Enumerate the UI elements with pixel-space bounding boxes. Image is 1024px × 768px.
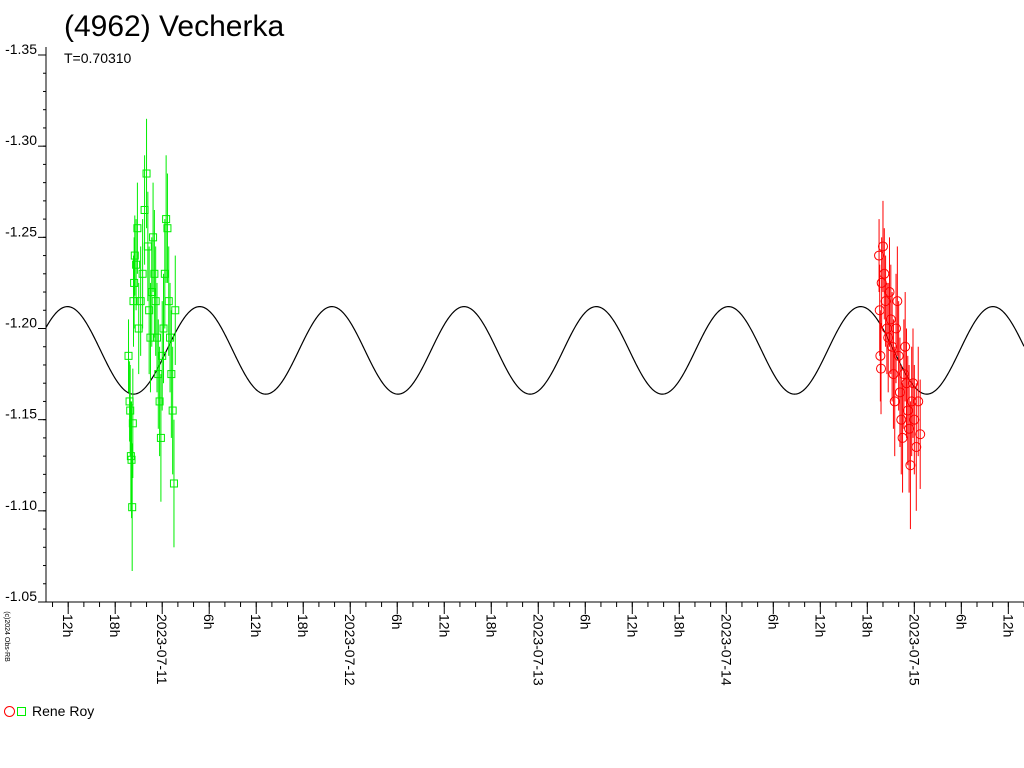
data-point-square	[151, 297, 160, 306]
data-point-square	[132, 260, 141, 269]
x-tick-label: 18h	[483, 614, 499, 637]
x-tick-label: 6h	[765, 614, 781, 630]
data-point-circle	[896, 414, 907, 425]
data-point-square	[156, 433, 165, 442]
data-point-circle	[891, 323, 902, 334]
x-tick-label: 18h	[859, 614, 875, 637]
data-point-square	[171, 306, 180, 315]
data-point-square	[150, 269, 159, 278]
x-tick-label: 12h	[624, 614, 640, 637]
data-point-circle	[876, 277, 887, 288]
x-tick-label: 12h	[248, 614, 264, 637]
data-points	[124, 118, 926, 572]
data-point-square	[164, 297, 173, 306]
data-point-circle	[892, 296, 903, 307]
x-tick-label: 18h	[295, 614, 311, 637]
data-point-circle	[897, 432, 908, 443]
data-point-square	[166, 333, 175, 342]
chart-title: (4962) Vecherka	[64, 10, 285, 43]
x-tick-label: 18h	[671, 614, 687, 637]
data-point-square	[126, 406, 135, 415]
data-point-circle	[900, 341, 911, 352]
data-point-circle	[904, 423, 915, 434]
x-tick-label: 2023-07-15	[906, 614, 922, 686]
y-tick-label: -1.05	[5, 588, 37, 604]
data-point-circle	[883, 332, 894, 343]
x-tick-label: 12h	[1000, 614, 1016, 637]
data-point-circle	[894, 387, 905, 398]
x-tick-label: 6h	[953, 614, 969, 630]
data-point-square	[128, 419, 137, 428]
model-curve-line	[45, 306, 1024, 395]
x-tick-label: 2023-07-12	[342, 614, 358, 686]
credit-text: (c)2024 Obs-RB	[2, 611, 10, 662]
x-tick-label: 6h	[201, 614, 217, 630]
data-point-circle	[884, 287, 895, 298]
data-point-square	[155, 397, 164, 406]
data-point-square	[138, 269, 147, 278]
data-point-square	[169, 479, 178, 488]
data-point-square	[130, 278, 139, 287]
data-point-square	[167, 370, 176, 379]
data-point-square	[163, 224, 172, 233]
data-point-circle	[887, 341, 898, 352]
x-tick-label: 12h	[60, 614, 76, 637]
data-point-circle	[877, 241, 888, 252]
legend-label: Rene Roy	[32, 703, 95, 719]
x-tick-label: 2023-07-11	[154, 614, 170, 685]
data-point-square	[149, 233, 158, 242]
data-point-square	[124, 351, 133, 360]
data-point-circle	[905, 460, 916, 471]
x-tick-label: 2023-07-13	[530, 614, 546, 686]
circle-marker-icon	[4, 705, 15, 717]
data-point-circle	[898, 369, 909, 380]
data-point-circle	[908, 378, 919, 389]
data-point-circle	[909, 414, 920, 425]
data-point-circle	[902, 405, 913, 416]
x-tick-label: 12h	[812, 614, 828, 637]
x-tick-label: 6h	[577, 614, 593, 630]
data-point-circle	[885, 314, 896, 325]
chart-subtitle: T=0.70310	[64, 50, 132, 66]
y-tick-label: -1.30	[5, 132, 37, 148]
data-point-circle	[911, 442, 922, 453]
x-tick-label: 2023-07-14	[718, 614, 734, 686]
data-point-circle	[874, 250, 885, 261]
x-tick-label: 12h	[436, 614, 452, 637]
y-tick-label: -1.15	[5, 406, 37, 422]
data-point-square	[168, 406, 177, 415]
data-point-square	[142, 169, 151, 178]
x-tick-label: 18h	[107, 614, 123, 637]
y-tick-label: -1.10	[5, 497, 37, 513]
data-point-square	[158, 351, 167, 360]
data-point-circle	[893, 350, 904, 361]
data-point-circle	[901, 378, 912, 389]
axes: -1.35 -1.30 -1.25 -1.20 -1.15 -1.10 -1.05 12h 18…	[5, 41, 1024, 686]
data-point-circle	[879, 268, 890, 279]
square-marker-icon	[17, 706, 26, 716]
data-point-square	[159, 324, 168, 333]
data-point-circle	[875, 350, 886, 361]
data-point-circle	[915, 429, 926, 440]
data-point-square	[145, 306, 154, 315]
data-point-circle	[880, 296, 891, 307]
data-point-square	[152, 333, 161, 342]
y-tick-label: -1.25	[5, 223, 37, 239]
data-point-square	[133, 224, 142, 233]
data-point-square	[127, 455, 136, 464]
model-curve	[45, 306, 1024, 395]
y-tick-label: -1.20	[5, 315, 37, 331]
data-point-circle	[876, 363, 887, 374]
legend: Rene Roy	[4, 703, 94, 719]
data-point-square	[136, 297, 145, 306]
data-point-circle	[889, 396, 900, 407]
data-point-square	[128, 503, 137, 512]
data-point-square	[130, 251, 139, 260]
data-point-circle	[888, 369, 899, 380]
data-point-circle	[913, 396, 924, 407]
y-tick-label: -1.35	[5, 41, 37, 57]
data-point-square	[162, 215, 171, 224]
x-tick-label: 6h	[389, 614, 405, 630]
